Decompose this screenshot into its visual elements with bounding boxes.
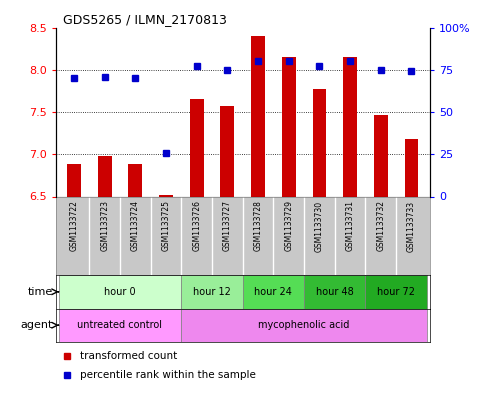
Bar <box>181 275 243 309</box>
Text: hour 48: hour 48 <box>316 287 354 297</box>
Text: hour 24: hour 24 <box>255 287 292 297</box>
Text: untreated control: untreated control <box>77 320 162 330</box>
Text: GSM1133726: GSM1133726 <box>192 200 201 252</box>
Text: transformed count: transformed count <box>80 351 177 361</box>
Text: GSM1133732: GSM1133732 <box>376 200 385 252</box>
Text: hour 12: hour 12 <box>193 287 231 297</box>
Bar <box>243 275 304 309</box>
Bar <box>58 275 181 309</box>
Text: GSM1133725: GSM1133725 <box>161 200 170 252</box>
Bar <box>98 156 112 196</box>
Bar <box>58 309 181 342</box>
Bar <box>67 164 81 196</box>
Text: hour 72: hour 72 <box>377 287 415 297</box>
Text: GSM1133729: GSM1133729 <box>284 200 293 252</box>
Bar <box>313 89 327 196</box>
Bar <box>181 309 427 342</box>
Text: hour 0: hour 0 <box>104 287 136 297</box>
Bar <box>128 164 142 196</box>
Text: mycophenolic acid: mycophenolic acid <box>258 320 350 330</box>
Bar <box>366 275 427 309</box>
Text: GSM1133733: GSM1133733 <box>407 200 416 252</box>
Text: percentile rank within the sample: percentile rank within the sample <box>80 370 256 380</box>
Text: GSM1133724: GSM1133724 <box>131 200 140 252</box>
Bar <box>304 275 366 309</box>
Text: GSM1133722: GSM1133722 <box>70 200 78 251</box>
Text: agent: agent <box>21 320 53 330</box>
Text: time: time <box>28 287 53 297</box>
Text: GSM1133731: GSM1133731 <box>346 200 355 252</box>
Text: GDS5265 / ILMN_2170813: GDS5265 / ILMN_2170813 <box>63 13 227 26</box>
Bar <box>251 36 265 197</box>
Bar <box>405 139 418 196</box>
Bar <box>282 57 296 196</box>
Bar <box>159 195 173 196</box>
Bar <box>220 106 234 196</box>
Text: GSM1133730: GSM1133730 <box>315 200 324 252</box>
Text: GSM1133727: GSM1133727 <box>223 200 232 252</box>
Text: GSM1133723: GSM1133723 <box>100 200 109 252</box>
Bar <box>190 99 204 196</box>
Text: GSM1133728: GSM1133728 <box>254 200 263 251</box>
Bar <box>374 114 388 196</box>
Bar <box>343 57 357 196</box>
